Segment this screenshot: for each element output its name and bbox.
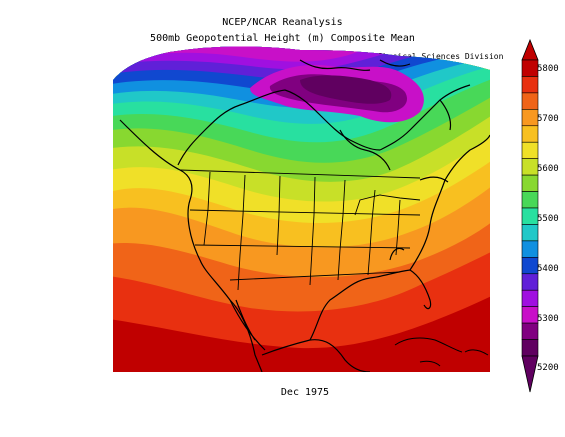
colorbar-swatch — [521, 224, 539, 242]
colorbar-swatch — [521, 125, 539, 143]
colorbar-swatch — [521, 191, 539, 209]
colorbar-swatch — [521, 207, 539, 225]
colorbar-label: 5800 — [537, 64, 559, 74]
colorbar-swatch — [521, 339, 539, 357]
coastlines — [119, 59, 490, 372]
colorbar-label: 5400 — [537, 264, 559, 274]
colorbar-swatch — [521, 158, 539, 176]
colorbar-swatch — [521, 273, 539, 291]
colorbar-swatch — [521, 109, 539, 127]
colorbar-label: 5300 — [537, 314, 559, 324]
colorbar-swatch — [521, 306, 539, 324]
map-subtitle: 500mb Geopotential Height (m) Composite … — [150, 33, 415, 44]
colorbar-swatch — [521, 141, 539, 159]
colorbar-swatch — [521, 76, 539, 94]
colorbar-label: 5600 — [537, 164, 559, 174]
state-borders — [179, 169, 421, 291]
colorbar-swatch — [521, 289, 539, 307]
date-label: Dec 1975 — [280, 387, 330, 398]
colorbar-swatch — [521, 322, 539, 340]
colorbar-swatch — [521, 59, 539, 77]
colorbar — [521, 38, 539, 393]
caribbean-islands — [394, 337, 489, 367]
colorbar-swatch — [521, 240, 539, 258]
colorbar-swatch — [521, 257, 539, 275]
colorbar-label: 5500 — [537, 214, 559, 224]
map-title: NCEP/NCAR Reanalysis — [222, 17, 343, 28]
colorbar-swatch — [521, 174, 539, 192]
colorbar-label: 5200 — [537, 363, 559, 373]
contour-bands — [113, 46, 490, 372]
colorbar-swatch — [521, 92, 539, 110]
credit-label: NOAA/ESRL Physical Sciences Division — [330, 52, 504, 61]
colorbar-label: 5700 — [537, 114, 559, 124]
